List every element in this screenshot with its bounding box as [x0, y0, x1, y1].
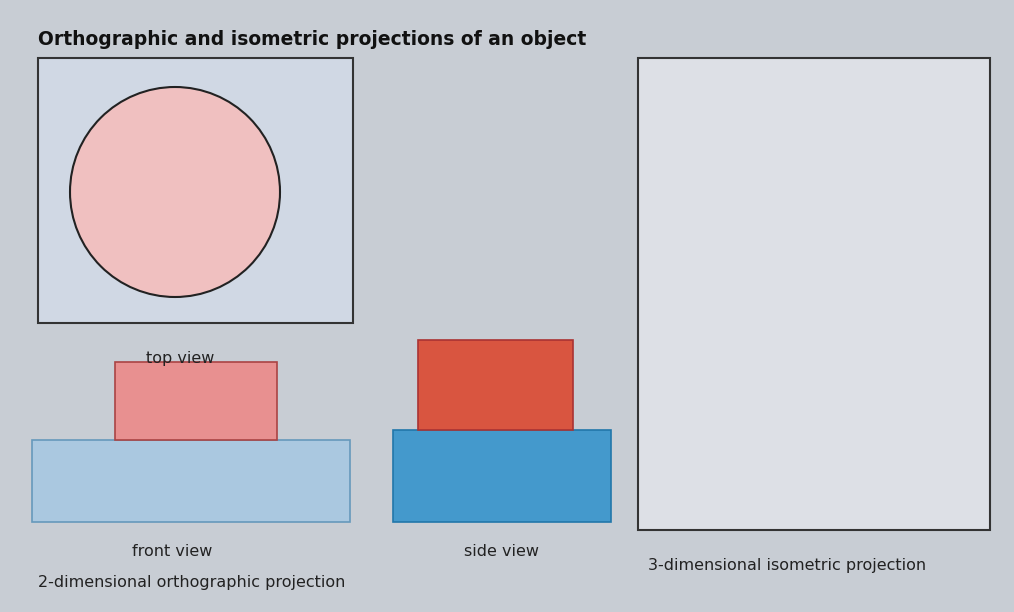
Text: 3-dimensional isometric projection: 3-dimensional isometric projection: [648, 558, 926, 573]
Bar: [393, 430, 611, 522]
Bar: [115, 362, 277, 440]
Bar: [418, 340, 573, 430]
Bar: [638, 58, 990, 530]
Text: front view: front view: [132, 544, 212, 559]
Text: side view: side view: [464, 544, 539, 559]
Bar: [32, 440, 350, 522]
Text: Orthographic and isometric projections of an object: Orthographic and isometric projections o…: [38, 30, 586, 49]
Text: top view: top view: [146, 351, 214, 366]
Bar: [38, 58, 353, 323]
Circle shape: [70, 87, 280, 297]
Text: 2-dimensional orthographic projection: 2-dimensional orthographic projection: [38, 575, 346, 590]
